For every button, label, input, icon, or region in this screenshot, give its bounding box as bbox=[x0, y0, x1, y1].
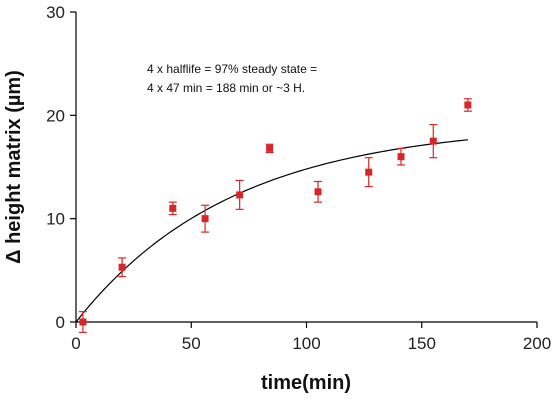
point-marker bbox=[266, 144, 274, 152]
x-tick-label: 0 bbox=[71, 334, 80, 353]
data-point bbox=[314, 180, 323, 203]
x-tick-label: 100 bbox=[292, 334, 320, 353]
plot-area bbox=[75, 12, 537, 323]
y-ticks: 0 10 20 30 bbox=[46, 3, 76, 332]
x-axis-title: time(min) bbox=[261, 372, 351, 394]
x-tick-label: 150 bbox=[408, 334, 436, 353]
x-tick-label: 200 bbox=[523, 334, 551, 353]
point-marker bbox=[365, 168, 373, 176]
y-tick-label: 0 bbox=[56, 313, 65, 332]
y-tick-label: 10 bbox=[46, 210, 65, 229]
point-marker bbox=[118, 263, 126, 271]
fit-layer bbox=[75, 139, 468, 323]
data-point bbox=[118, 257, 127, 278]
point-marker bbox=[429, 137, 437, 145]
data-point bbox=[429, 124, 438, 159]
annotation-line-1: 4 x halflife = 97% steady state = bbox=[147, 62, 317, 76]
point-marker bbox=[169, 204, 177, 212]
fit-curve bbox=[75, 139, 468, 323]
data-point bbox=[265, 143, 274, 154]
data-point bbox=[78, 311, 87, 333]
data-point bbox=[397, 147, 406, 166]
data-point bbox=[168, 201, 177, 216]
data-point bbox=[201, 204, 210, 233]
point-marker bbox=[201, 215, 209, 223]
data-point bbox=[235, 179, 244, 210]
x-ticks: 0 50 100 150 200 bbox=[71, 322, 551, 353]
point-marker bbox=[397, 153, 405, 161]
y-tick-label: 20 bbox=[46, 106, 65, 125]
data-point bbox=[364, 157, 373, 188]
x-tick-label: 50 bbox=[182, 334, 201, 353]
y-axis-title: Δ height matrix (µm) bbox=[3, 70, 25, 264]
point-marker bbox=[314, 188, 322, 196]
annotation-line-2: 4 x 47 min = 188 min or ~3 H. bbox=[147, 81, 305, 95]
point-marker bbox=[464, 101, 472, 109]
y-tick-label: 30 bbox=[46, 3, 65, 22]
point-marker bbox=[236, 191, 244, 199]
point-marker bbox=[79, 318, 87, 326]
data-points bbox=[78, 98, 472, 333]
data-point bbox=[463, 98, 472, 112]
